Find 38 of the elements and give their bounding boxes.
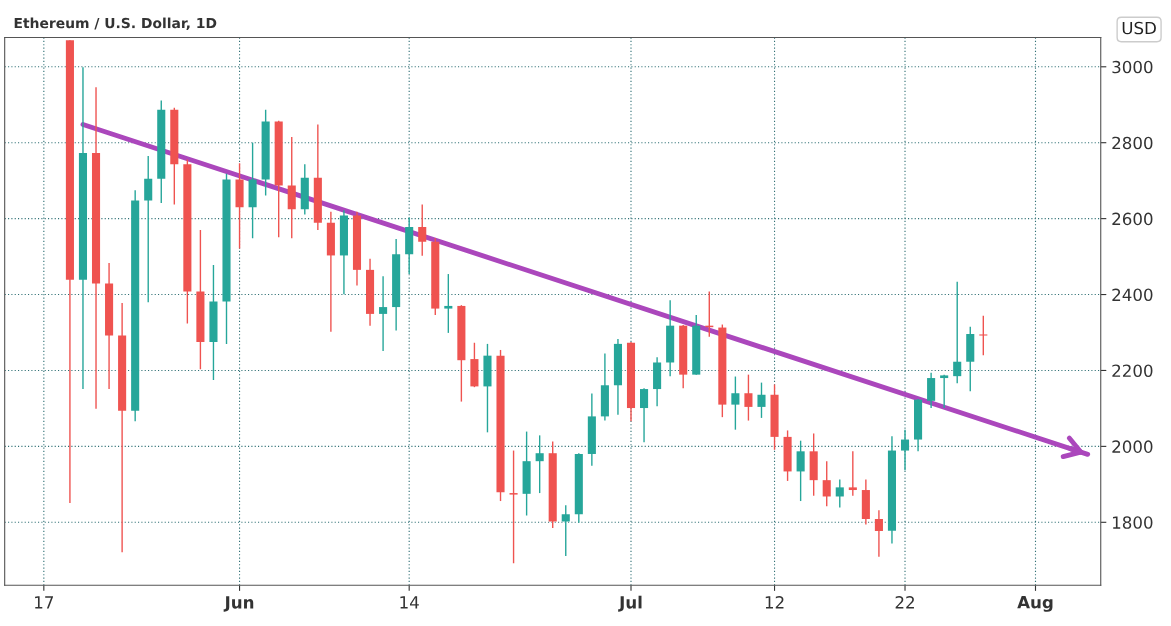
candlestick [835, 478, 844, 509]
y-tick-label: 2200 [1112, 364, 1153, 378]
x-tick-label: 17 [35, 596, 54, 609]
candlestick [979, 315, 988, 356]
y-tick-label: 2000 [1112, 440, 1153, 453]
candlestick [144, 155, 153, 303]
candlestick [509, 449, 518, 564]
candlestick [418, 203, 427, 257]
chart-title: Ethereum / U.S. Dollar, 1D [14, 17, 217, 31]
candlestick [953, 280, 962, 385]
y-axis-title: USD [1122, 21, 1156, 35]
candlestick [731, 375, 740, 431]
candlestick [796, 439, 805, 502]
x-tick-label: Jul [618, 595, 642, 612]
x-tick-label: Jun [223, 596, 254, 612]
candlestick [757, 381, 766, 419]
y-tick-label: 2600 [1112, 212, 1153, 226]
y-tick-label: 3000 [1112, 60, 1153, 74]
candlestick [287, 136, 296, 240]
x-tick-label: 14 [400, 596, 419, 609]
y-tick-label: 2800 [1112, 136, 1153, 150]
candlestick [874, 509, 883, 558]
candlestick [927, 372, 936, 409]
candlestick [444, 273, 453, 334]
candlestick [640, 387, 649, 443]
candlestick [822, 460, 831, 508]
candlestick [900, 428, 910, 471]
y-tick-label: 1800 [1112, 516, 1153, 529]
candlestick [561, 504, 570, 557]
x-tick-label: 22 [895, 596, 914, 609]
candlestick [848, 450, 857, 497]
candlestick [940, 373, 949, 409]
y-tick-label: 2400 [1112, 288, 1153, 302]
candlestick [379, 275, 388, 352]
x-tick-label: Aug [1017, 596, 1053, 612]
candlestick [535, 434, 544, 494]
candlestick [744, 373, 753, 422]
x-tick-label: 12 [765, 596, 784, 609]
